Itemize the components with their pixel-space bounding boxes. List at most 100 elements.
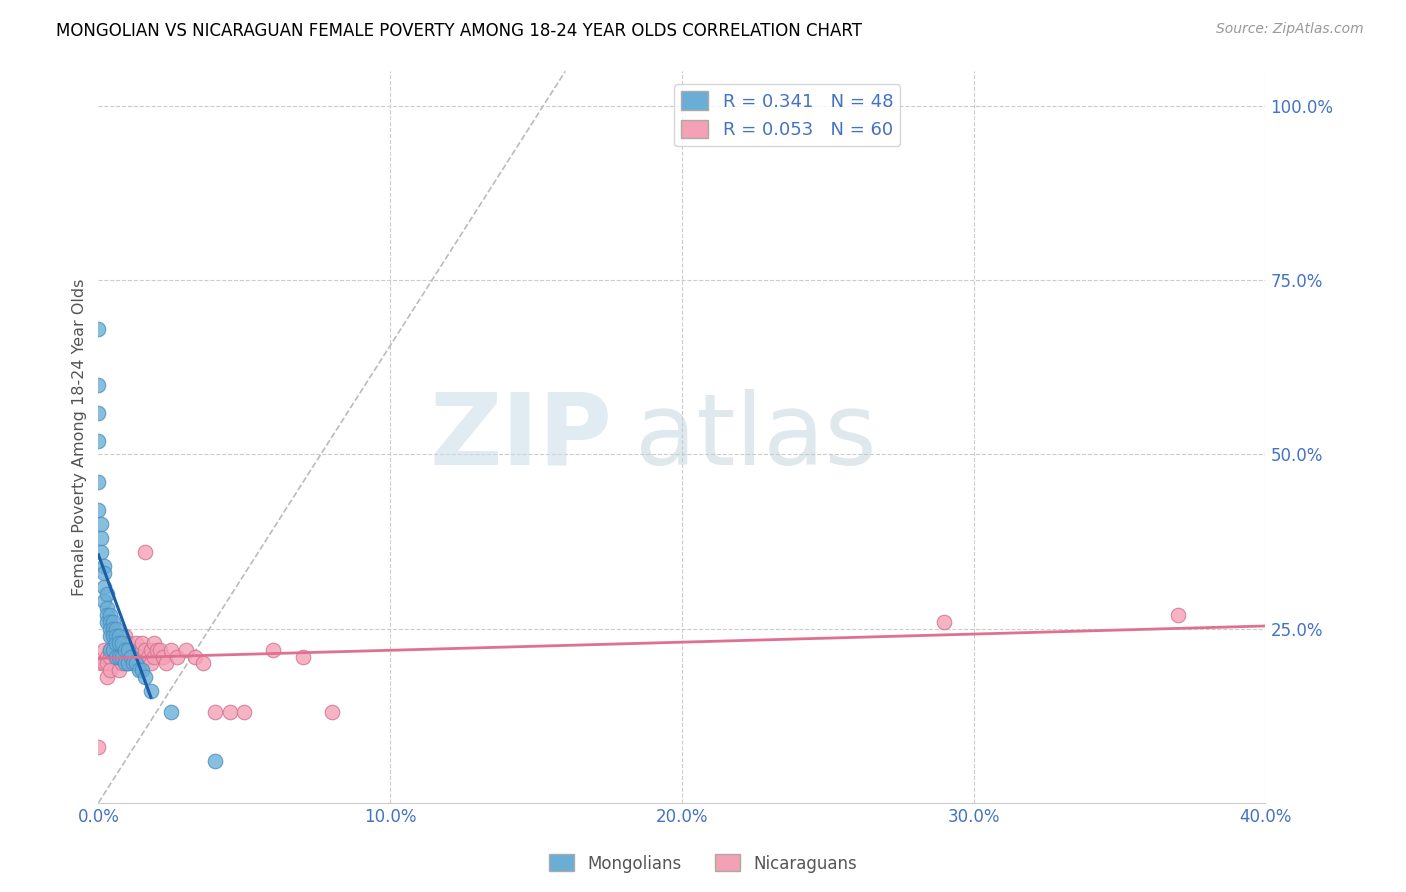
Point — [108, 649, 131, 664]
Point — [117, 657, 139, 671]
Point — [125, 657, 148, 671]
Point — [122, 657, 145, 671]
Point — [174, 642, 197, 657]
Point — [87, 406, 110, 420]
Text: ZIP: ZIP — [429, 389, 612, 485]
Point — [114, 642, 136, 657]
Point — [111, 649, 134, 664]
Point — [139, 657, 162, 671]
Point — [104, 649, 127, 664]
Point — [128, 664, 150, 678]
Point — [1167, 607, 1189, 622]
Point — [117, 642, 139, 657]
Point — [160, 642, 183, 657]
Point — [111, 635, 134, 649]
Point — [93, 594, 115, 608]
Point — [108, 635, 131, 649]
Point — [142, 635, 165, 649]
Point — [934, 615, 956, 629]
Point — [117, 657, 139, 671]
Point — [262, 642, 284, 657]
Point — [104, 635, 127, 649]
Point — [96, 670, 118, 684]
Point — [93, 657, 115, 671]
Point — [90, 517, 112, 532]
Point — [87, 475, 110, 490]
Point — [166, 649, 188, 664]
Text: Source: ZipAtlas.com: Source: ZipAtlas.com — [1216, 22, 1364, 37]
Point — [125, 635, 148, 649]
Point — [131, 664, 153, 678]
Point — [134, 545, 156, 559]
Point — [128, 642, 150, 657]
Point — [128, 657, 150, 671]
Point — [90, 531, 112, 545]
Point — [96, 615, 118, 629]
Point — [122, 657, 145, 671]
Point — [90, 657, 112, 671]
Point — [108, 649, 131, 664]
Point — [101, 642, 124, 657]
Point — [93, 566, 115, 580]
Point — [104, 635, 127, 649]
Point — [98, 615, 121, 629]
Point — [98, 629, 121, 643]
Point — [122, 642, 145, 657]
Point — [96, 607, 118, 622]
Point — [96, 649, 118, 664]
Point — [98, 642, 121, 657]
Point — [90, 545, 112, 559]
Point — [114, 657, 136, 671]
Point — [218, 705, 240, 719]
Point — [321, 705, 343, 719]
Point — [160, 705, 183, 719]
Point — [125, 649, 148, 664]
Point — [101, 642, 124, 657]
Point — [87, 434, 110, 448]
Point — [98, 664, 121, 678]
Point — [104, 649, 127, 664]
Point — [131, 649, 153, 664]
Point — [111, 642, 134, 657]
Point — [87, 322, 110, 336]
Point — [108, 629, 131, 643]
Point — [111, 657, 134, 671]
Point — [101, 622, 124, 636]
Legend: Mongolians, Nicaraguans: Mongolians, Nicaraguans — [543, 847, 863, 880]
Point — [98, 622, 121, 636]
Point — [93, 580, 115, 594]
Point — [142, 649, 165, 664]
Point — [114, 642, 136, 657]
Point — [204, 754, 226, 768]
Point — [233, 705, 256, 719]
Point — [104, 629, 127, 643]
Point — [87, 503, 110, 517]
Point — [146, 642, 169, 657]
Point — [98, 607, 121, 622]
Point — [87, 740, 110, 755]
Text: MONGOLIAN VS NICARAGUAN FEMALE POVERTY AMONG 18-24 YEAR OLDS CORRELATION CHART: MONGOLIAN VS NICARAGUAN FEMALE POVERTY A… — [56, 22, 862, 40]
Point — [96, 600, 118, 615]
Point — [155, 657, 177, 671]
Text: atlas: atlas — [636, 389, 877, 485]
Point — [134, 642, 156, 657]
Point — [114, 629, 136, 643]
Point — [117, 642, 139, 657]
Point — [93, 558, 115, 573]
Point — [108, 664, 131, 678]
Point — [152, 649, 174, 664]
Point — [111, 635, 134, 649]
Point — [139, 642, 162, 657]
Point — [93, 642, 115, 657]
Point — [120, 649, 142, 664]
Point — [183, 649, 205, 664]
Point — [291, 649, 314, 664]
Point — [136, 649, 159, 664]
Point — [101, 629, 124, 643]
Point — [101, 622, 124, 636]
Point — [193, 657, 215, 671]
Point — [98, 642, 121, 657]
Point — [149, 642, 172, 657]
Point — [204, 705, 226, 719]
Point — [120, 642, 142, 657]
